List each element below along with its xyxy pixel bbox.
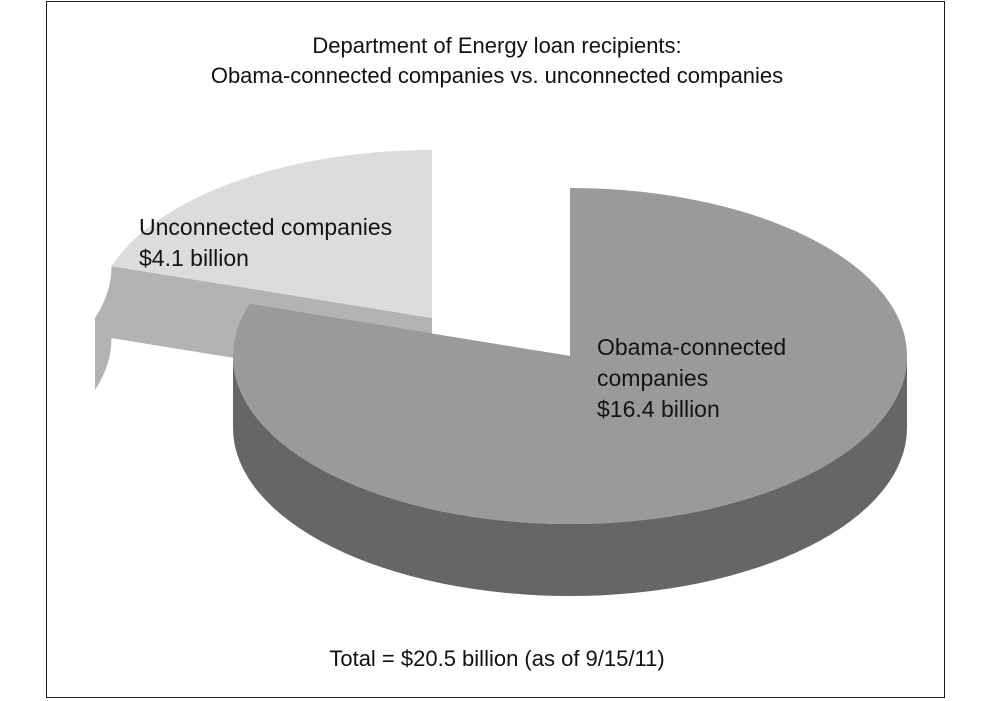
chart-footnote: Total = $20.5 billion (as of 9/15/11) <box>329 646 664 671</box>
slice-label-unconnected: Unconnected companies $4.1 billion <box>139 214 392 271</box>
slice-label-obama-connected-line-1: Obama-connected <box>597 334 786 360</box>
slice-top-obama-connected <box>233 188 908 524</box>
chart-title-line-2: Obama-connected companies vs. unconnecte… <box>211 63 783 88</box>
slice-label-unconnected-line-2: $4.1 billion <box>139 245 249 271</box>
slice-label-obama-connected-line-2: companies <box>597 365 708 391</box>
pie-slice-obama-connected <box>233 188 908 596</box>
slice-top-unconnected <box>111 150 432 318</box>
slice-label-obama-connected: Obama-connected companies $16.4 billion <box>597 334 786 422</box>
slice-label-unconnected-line-1: Unconnected companies <box>139 214 392 240</box>
slice-label-obama-connected-line-3: $16.4 billion <box>597 396 720 422</box>
chart-title-line-1: Department of Energy loan recipients: <box>312 33 681 58</box>
